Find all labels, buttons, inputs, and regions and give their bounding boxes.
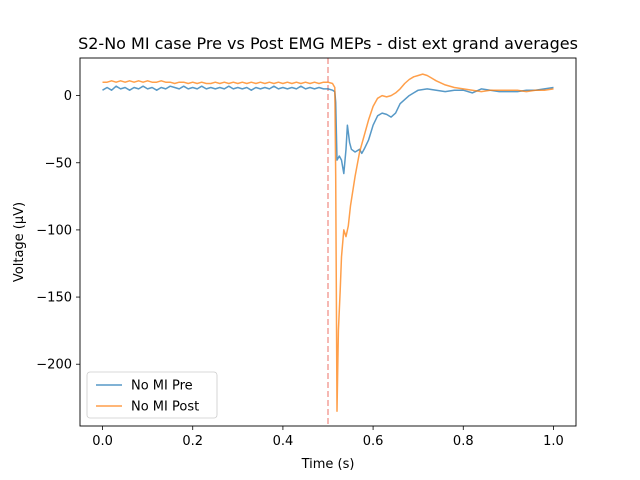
series-line-pre [102,85,554,175]
plot-area [102,58,554,426]
legend-label: No MI Pre [131,379,193,394]
x-tick-label: 0.2 [182,434,203,449]
x-tick-label: 0.8 [453,434,474,449]
x-axis: 0.0 0.2 0.4 0.6 0.8 1.0 [92,426,564,449]
x-tick-label: 0.4 [273,434,294,449]
y-axis-label: Voltage (µV) [12,202,27,282]
chart-title: S2-No MI case Pre vs Post EMG MEPs - dis… [78,34,578,53]
x-tick-label: 0.6 [363,434,384,449]
x-tick-label: 1.0 [543,434,564,449]
x-tick-label: 0.0 [92,434,113,449]
legend: No MI Pre No MI Post [86,371,218,419]
x-axis-label: Time (s) [301,457,355,472]
y-tick-label: −150 [36,291,72,306]
y-tick-label: 0 [64,89,72,104]
plot-frame [79,57,577,427]
y-tick-label: −50 [45,156,72,171]
legend-label: No MI Post [131,400,199,415]
series-line-post [102,73,554,412]
y-axis: 0 −50 −100 −150 −200 [36,89,80,373]
y-tick-label: −200 [36,358,72,373]
y-tick-label: −100 [36,223,72,238]
